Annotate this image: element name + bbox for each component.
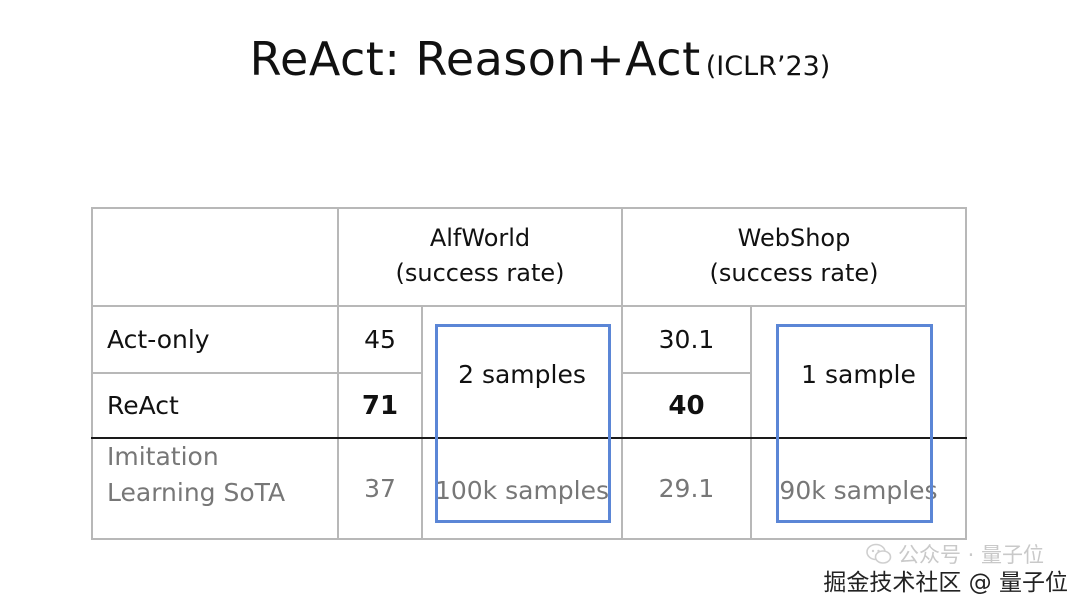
slide-title: ReAct: Reason+Act (ICLR’23) (0, 32, 1080, 86)
table-border-bottom (91, 538, 967, 540)
header-webshop: WebShop (success rate) (623, 207, 965, 305)
value-il-webshop: 29.1 (658, 474, 715, 503)
header-alfworld: AlfWorld (success rate) (339, 207, 621, 305)
header-alfworld-metric: (success rate) (395, 259, 565, 287)
watermark-faded: 公众号 · 量子位 (866, 539, 1044, 569)
row-label-imitation-line2: Learning SoTA (107, 478, 286, 507)
watermark-faded-text: 公众号 · 量子位 (897, 543, 1044, 567)
header-divider (91, 305, 967, 307)
title-venue: (ICLR’23) (705, 51, 831, 82)
row-divider-act-react-webshop (621, 372, 752, 374)
table-border-right (965, 207, 967, 540)
webshop-samples-il: 90k samples (779, 475, 938, 505)
title-main: ReAct: Reason+Act (249, 32, 701, 86)
value-react-webshop: 40 (668, 390, 705, 421)
alfworld-samples-highlight-box (435, 324, 611, 523)
wechat-icon (866, 543, 892, 564)
results-table: AlfWorld (success rate) WebShop (success… (91, 207, 967, 540)
alfworld-samples-few: 2 samples (458, 359, 586, 389)
alfworld-samples-il: 100k samples (434, 475, 610, 505)
value-il-alfworld: 37 (364, 474, 396, 503)
header-webshop-name: WebShop (737, 224, 851, 252)
value-act-only-alfworld: 45 (364, 325, 396, 354)
row-label-react: ReAct (107, 391, 179, 420)
value-react-alfworld: 71 (361, 390, 399, 421)
row-label-act-only: Act-only (107, 325, 210, 354)
row-divider-prompting-il (91, 437, 967, 439)
watermark-text: 掘金技术社区 @ 量子位 (823, 570, 1068, 596)
col-divider-webshop-inner (750, 306, 752, 540)
row-label-imitation-line1: Imitation (107, 442, 219, 471)
webshop-samples-few: 1 sample (801, 359, 916, 389)
table-border-top (91, 207, 967, 209)
header-webshop-metric: (success rate) (709, 259, 879, 287)
header-alfworld-name: AlfWorld (429, 224, 531, 252)
webshop-samples-highlight-box (776, 324, 933, 523)
col-divider-alfworld-inner (421, 306, 423, 540)
watermark: 掘金技术社区 @ 量子位 (823, 563, 1068, 597)
row-divider-act-react (91, 372, 423, 374)
row-label-imitation-learning: Imitation Learning SoTA (91, 439, 337, 538)
value-act-only-webshop: 30.1 (658, 325, 715, 354)
